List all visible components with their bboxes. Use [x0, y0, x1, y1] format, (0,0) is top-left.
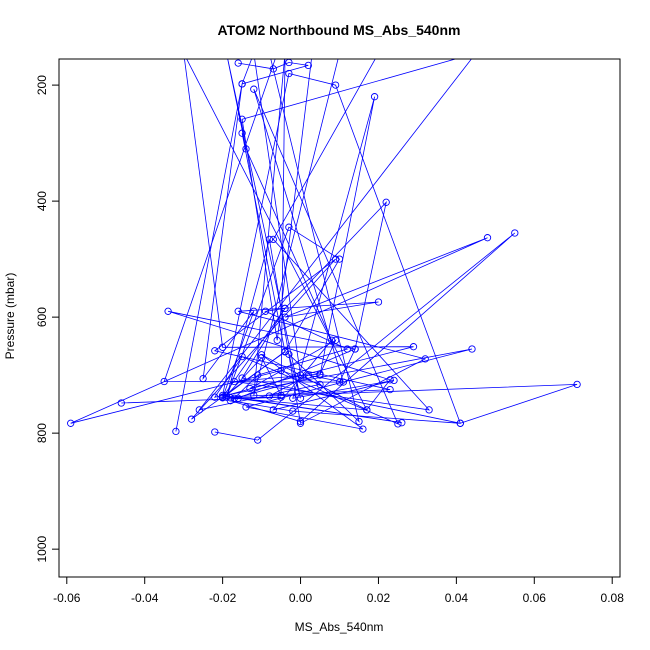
- data-point: [222, 391, 231, 400]
- data-point: [234, 59, 242, 67]
- data-point: [304, 61, 312, 70]
- data-point: [394, 420, 402, 428]
- data-point: [289, 407, 297, 415]
- data-point: [331, 255, 340, 263]
- data-point: [242, 403, 250, 411]
- data-point: [172, 427, 180, 436]
- x-tick-label: -0.02: [209, 591, 237, 605]
- data-point: [331, 81, 340, 89]
- data-point: [382, 198, 390, 206]
- series-line: [70, 59, 488, 432]
- data-point: [117, 399, 125, 407]
- data-point: [296, 371, 305, 379]
- data-point: [359, 425, 367, 433]
- series-line: [121, 59, 578, 430]
- data-point: [250, 85, 258, 93]
- data-point: [250, 307, 258, 315]
- data-point: [269, 65, 277, 73]
- series-layer: [67, 59, 581, 444]
- chart-title: ATOM2 Northbound MS_Abs_540nm: [218, 22, 461, 38]
- data-point: [160, 377, 168, 386]
- data-point: [296, 417, 305, 426]
- data-point: [285, 223, 293, 231]
- x-tick-label: 0.08: [601, 591, 625, 605]
- data-point: [187, 415, 196, 423]
- data-point: [234, 307, 242, 315]
- data-point: [296, 419, 305, 427]
- data-point: [242, 145, 250, 153]
- y-tick-label: 600: [35, 307, 49, 327]
- y-tick-label: 1000: [35, 535, 49, 562]
- data-point: [269, 406, 277, 414]
- data-point: [67, 419, 75, 427]
- data-point: [483, 234, 492, 242]
- data-point: [296, 394, 305, 402]
- data-point: [238, 374, 246, 382]
- y-tick-label: 800: [35, 423, 49, 443]
- x-tick-label: 0.06: [523, 591, 547, 605]
- data-point: [398, 419, 406, 427]
- data-point: [273, 336, 281, 344]
- data-point: [257, 354, 266, 362]
- data-point: [277, 391, 285, 400]
- data-point: [285, 69, 293, 78]
- data-point: [421, 355, 429, 363]
- y-tick-label: 400: [35, 191, 49, 211]
- data-point: [363, 406, 371, 414]
- data-point: [164, 307, 172, 315]
- data-point: [425, 406, 433, 414]
- data-point: [285, 350, 293, 358]
- data-point: [468, 345, 476, 353]
- data-point: [218, 391, 227, 400]
- x-tick-label: -0.06: [53, 591, 81, 605]
- data-point: [211, 347, 219, 355]
- x-tick-label: 0.02: [367, 591, 391, 605]
- data-point: [265, 392, 274, 400]
- data-point: [238, 352, 246, 361]
- data-point: [316, 371, 324, 379]
- data-point: [511, 229, 519, 237]
- data-point: [328, 336, 336, 344]
- data-point: [370, 93, 379, 101]
- series-line: [191, 59, 395, 423]
- data-point: [250, 391, 258, 400]
- data-point: [351, 345, 359, 353]
- data-point: [211, 428, 219, 436]
- data-point: [573, 380, 581, 389]
- x-tick-label: -0.04: [131, 591, 159, 605]
- data-point: [238, 80, 246, 88]
- data-point: [390, 376, 398, 385]
- data-point: [355, 417, 363, 426]
- plot-frame: [58, 58, 621, 578]
- data-point: [409, 343, 418, 351]
- data-point: [374, 298, 383, 306]
- axes-layer: -0.06 -0.04 -0.02 0.00 0.02 0.04 0.06 0.08 200 40…: [35, 75, 624, 605]
- data-point: [335, 378, 344, 386]
- data-point: [386, 385, 394, 394]
- y-tick-label: 200: [35, 75, 49, 95]
- data-point: [261, 307, 270, 315]
- data-point: [238, 129, 246, 137]
- data-point: [254, 436, 262, 444]
- data-point: [269, 235, 277, 244]
- data-point: [218, 393, 227, 401]
- data-point: [343, 345, 351, 353]
- x-axis-label: MS_Abs_540nm: [295, 620, 384, 634]
- series-line: [225, 59, 339, 397]
- y-axis-label: Pressure (mbar): [3, 273, 17, 360]
- data-point: [386, 376, 394, 384]
- data-point: [230, 394, 238, 402]
- data-point: [456, 419, 464, 427]
- data-point: [238, 115, 246, 123]
- data-point: [289, 394, 297, 402]
- x-tick-label: 0.00: [289, 591, 313, 605]
- x-tick-label: 0.04: [445, 591, 469, 605]
